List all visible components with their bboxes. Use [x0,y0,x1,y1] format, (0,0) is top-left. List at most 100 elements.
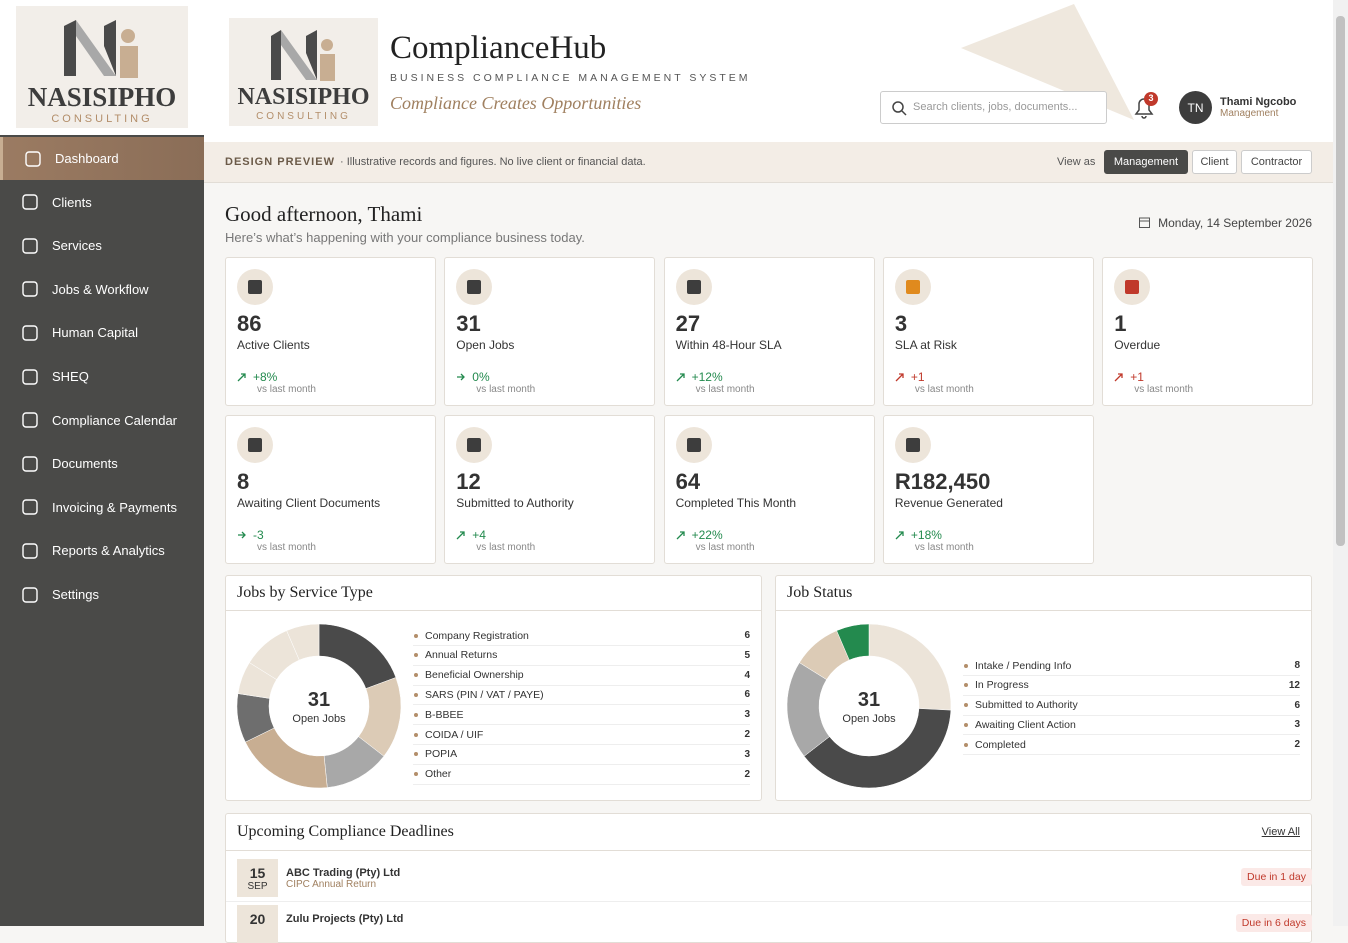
logo-name: NASISIPHO [237,84,370,110]
notification-bell[interactable] [1130,92,1160,122]
legend-label: Other [425,768,452,781]
legend-item: Company Registration 6 [413,626,750,646]
trend-arrow [238,531,246,538]
nav-item[interactable]: Reports & Analytics [0,529,204,572]
view-all-link[interactable]: View All [1261,826,1300,838]
nav-icon [22,499,38,515]
nav-icon [22,455,38,472]
logo: NASISIPHO CONSULTING [16,6,188,128]
nav-item[interactable]: Human Capital [0,311,204,354]
due-badge: Due in 6 days [1235,914,1312,932]
scrollbar[interactable] [1333,0,1348,926]
nav-item[interactable]: Dashboard [0,137,204,180]
icon-shape [22,586,38,603]
legend-label: Awaiting Client Action [975,718,1076,731]
banner-label: DESIGN PREVIEW [225,156,335,168]
kpi-icon [456,426,493,463]
nav-item[interactable]: Invoicing & Payments [0,486,204,529]
nav-label: Reports & Analytics [52,543,165,559]
legend-value: 2 [744,729,750,740]
icon-shape [22,194,38,210]
legend-dot [964,703,968,708]
app-subtitle: BUSINESS COMPLIANCE MANAGEMENT SYSTEM [390,72,751,84]
arrow [238,531,246,538]
kpi-glyph [467,437,482,452]
nav-item[interactable]: Clients [0,181,204,224]
kpi-label: Submitted to Authority [456,495,574,510]
icon-shape [25,150,41,167]
date: Monday, 14 September 2026 [1158,216,1312,230]
nav-icon [22,586,38,603]
nav-label: Compliance Calendar [52,412,178,428]
logo-mark [271,30,335,81]
avatar[interactable]: TN [1179,91,1212,124]
kpi-label: Active Clients [237,338,310,352]
icon-shape [22,543,38,559]
kpi-note: vs last month [695,541,755,553]
banner-text: · Illustrative records and figures. No l… [340,156,646,168]
trend-arrow [895,373,904,382]
nav-item[interactable]: Settings [0,573,204,616]
kpi-card: 12 Submitted to Authority +4 vs last month [444,414,656,564]
kpi-card: R182,450 Revenue Generated +18% vs last mon… [882,414,1094,564]
kpi-label: Within 48-Hour SLA [675,338,782,352]
kpi-change: +1 [1130,370,1144,384]
kpi-label: Completed This Month [675,495,797,510]
nav-item[interactable]: SHEQ [0,355,204,398]
arrow [237,373,246,382]
kpi-change: 0% [472,370,490,384]
nav-label: Documents [52,456,118,472]
header-logo: NASISIPHO CONSULTING [229,18,378,126]
nav-label: SHEQ [52,369,89,384]
kpi-card: 3 SLA at Risk +1 vs last month [882,257,1094,406]
arrow [895,530,904,539]
glyph [686,437,701,452]
kpi-change: +1 [910,370,925,384]
icon-shape [22,237,38,254]
divider [226,901,1311,902]
trend-arrow [676,530,685,539]
role-button[interactable]: Client [1192,150,1237,174]
logo-sub: CONSULTING [51,113,153,125]
glyph [248,437,262,452]
legend-label: Completed [975,738,1026,751]
kpi-note: vs last month [1134,384,1194,395]
legend-value: 2 [744,768,750,780]
nav-label: Settings [52,587,99,602]
logo-name: NASISIPHO [27,82,177,112]
legend-value: 2 [1294,739,1300,751]
legend-dot [414,653,418,658]
kpi-note: vs last month [476,384,536,395]
legend-item: Other 2 [413,765,750,785]
kpi-glyph [686,437,701,452]
search-box[interactable]: Search clients, jobs, documents... [880,91,1107,124]
legend-label: B-BBEE [425,708,464,721]
nav-label: Clients [52,194,92,210]
role-button[interactable]: Contractor [1241,150,1312,174]
kpi-value: R182,450 [894,468,991,494]
legend-label: Beneficial Ownership [425,669,524,682]
notification-count: 3 [1148,93,1154,103]
icon-shape [22,499,38,515]
divider [226,610,761,611]
kpi-value: 3 [894,311,908,336]
legend-value: 12 [1288,679,1300,691]
user-name: Thami Ngcobo [1220,96,1297,108]
kpi-label: Overdue [1114,338,1161,352]
nav-item[interactable]: Services [0,224,204,267]
icon-shape [22,281,38,297]
kpi-note: vs last month [257,541,316,553]
scroll-thumb[interactable] [1336,16,1345,546]
glyph [686,280,701,294]
legend-item: In Progress 12 [963,676,1300,696]
kpi-label: SLA at Risk [894,338,957,352]
nav-item[interactable]: Jobs & Workflow [0,268,204,311]
legend-value: 6 [744,630,750,641]
icon-shape [22,325,38,341]
nav-item[interactable]: Compliance Calendar [0,399,204,442]
role-button[interactable]: Management [1104,150,1188,174]
kpi-glyph [686,280,701,294]
kpi-card: 64 Completed This Month +22% vs last month [663,414,875,564]
nav-item[interactable]: Documents [0,442,204,485]
